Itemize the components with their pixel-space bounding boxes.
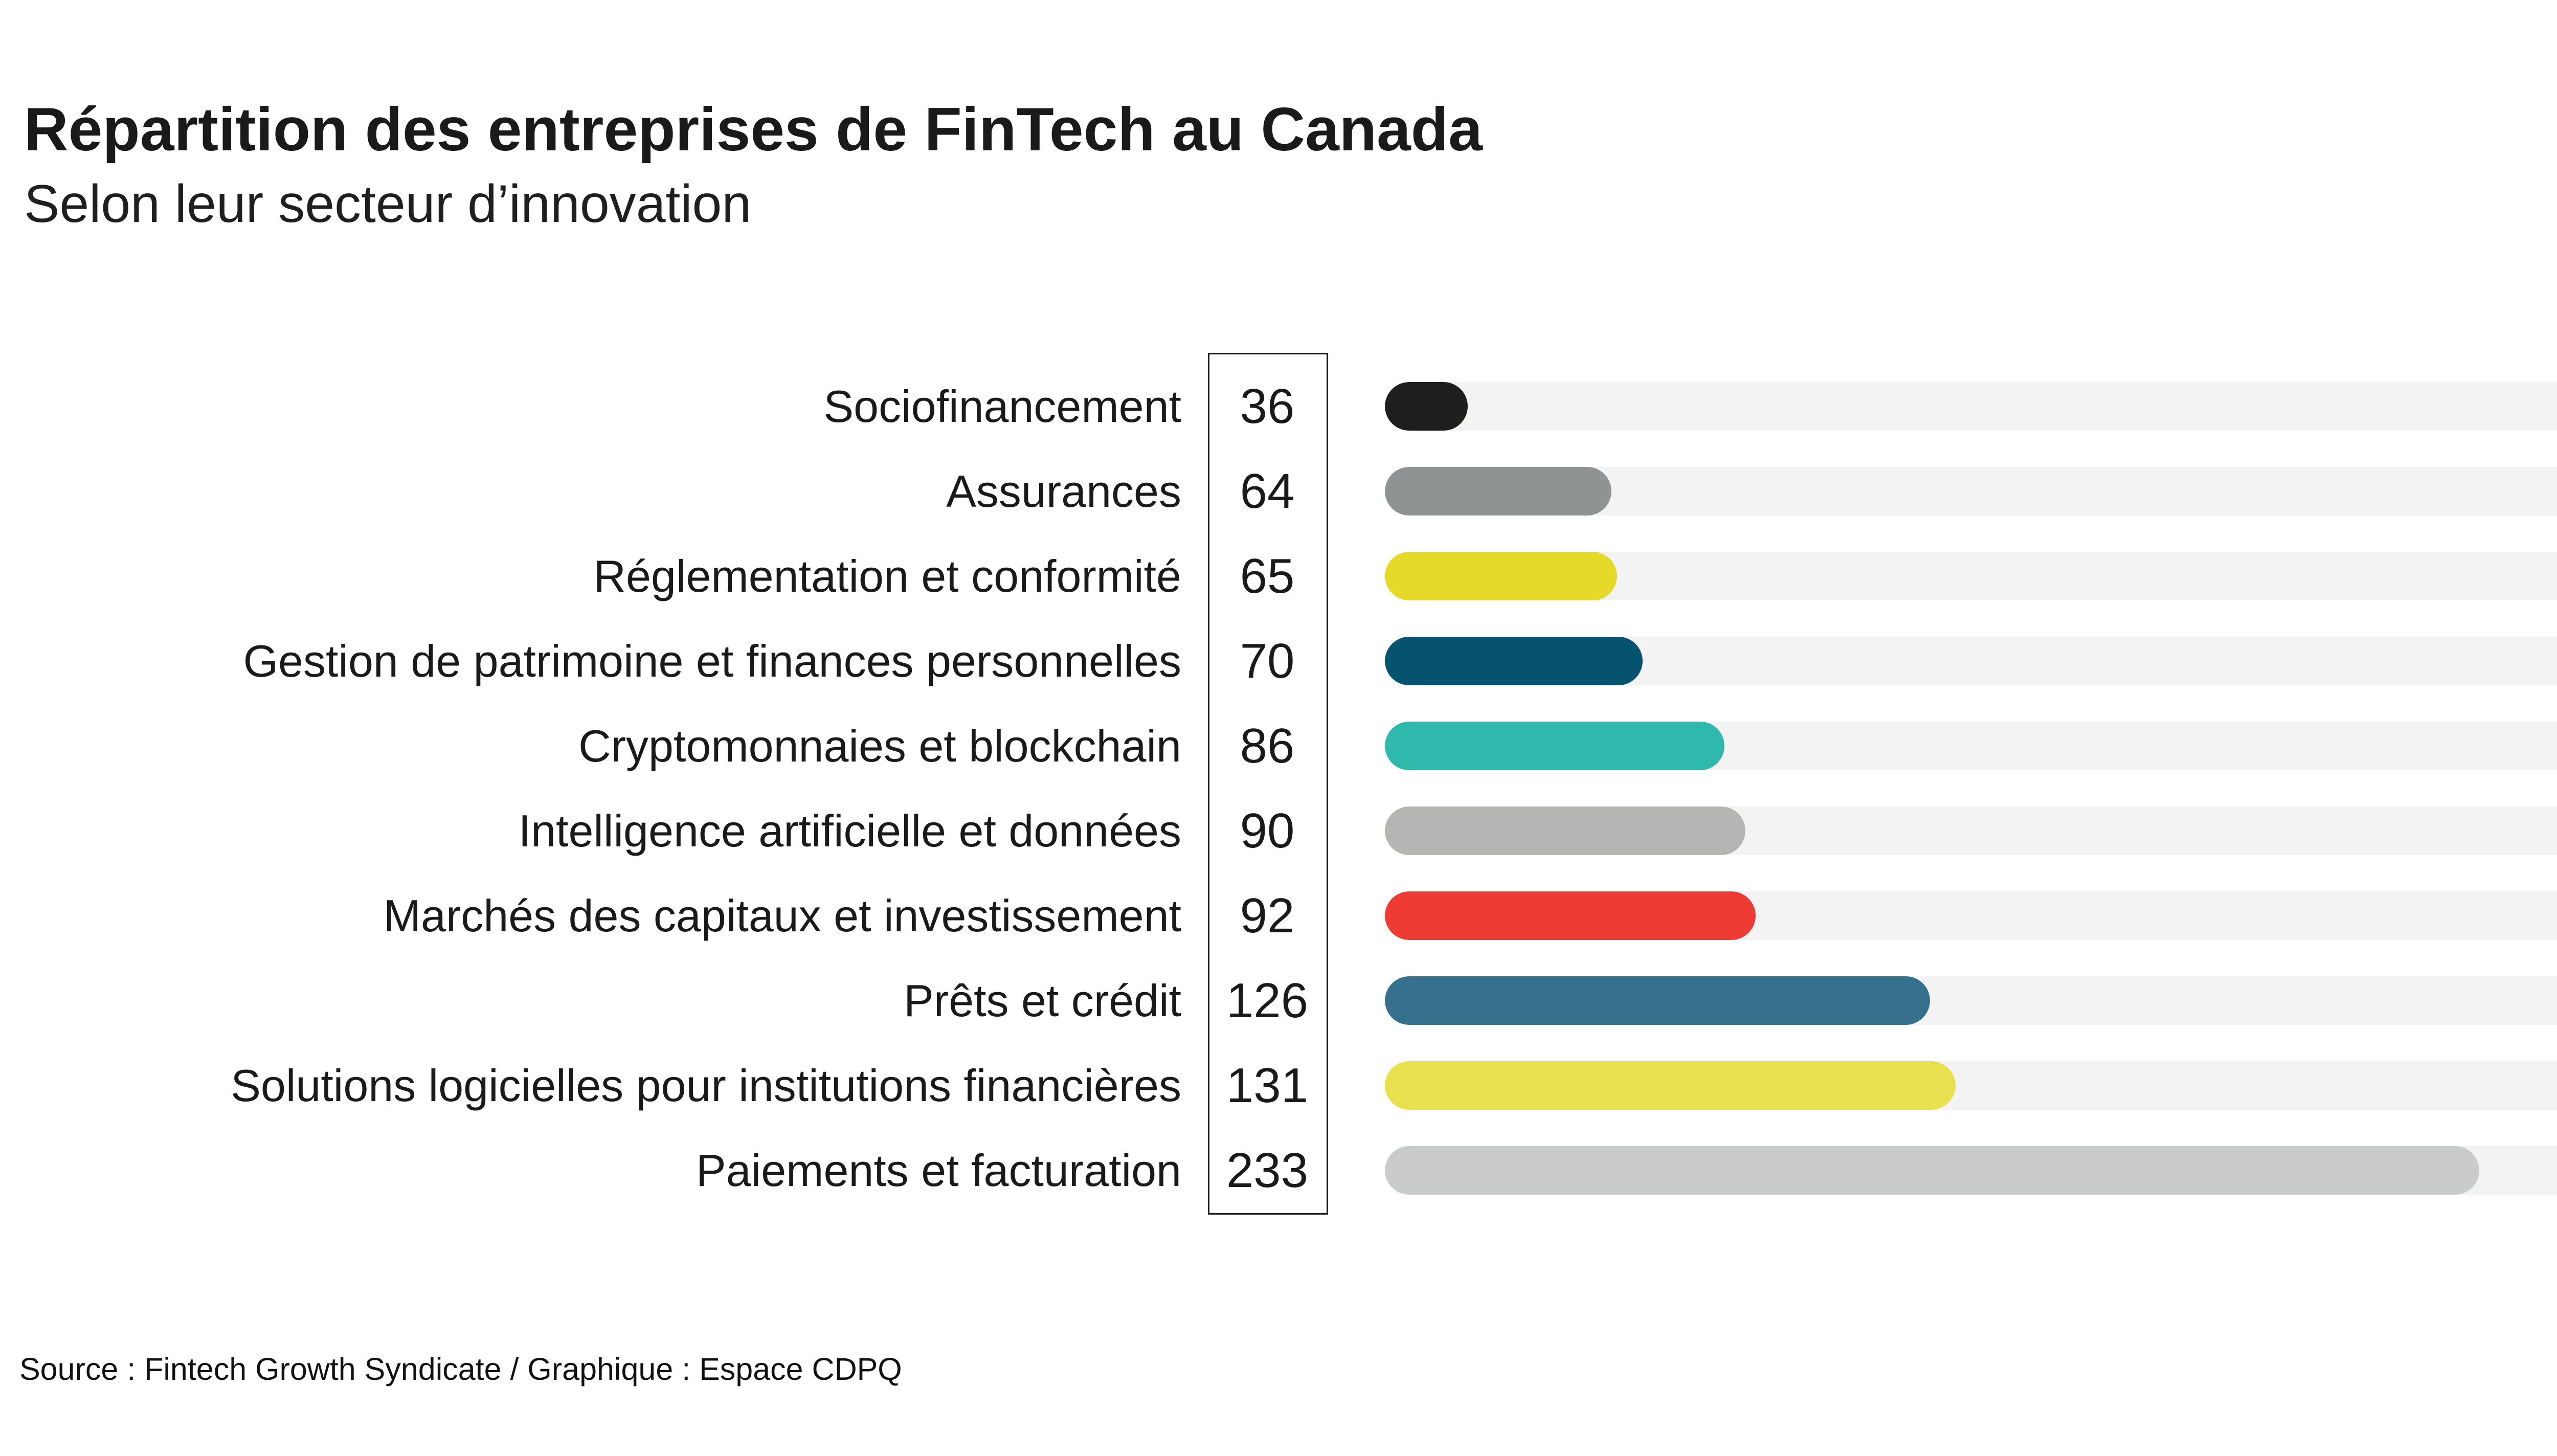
chart-row: Cryptomonnaies et blockchain 86 bbox=[0, 704, 2557, 789]
value-label: 92 bbox=[1240, 888, 1295, 943]
chart-row: Solutions logicielles pour institutions … bbox=[0, 1043, 2557, 1128]
category-label: Réglementation et conformité bbox=[593, 551, 1182, 601]
bar-track bbox=[1385, 891, 2557, 940]
value-label: 90 bbox=[1240, 803, 1295, 858]
page-title: Répartition des entreprises de FinTech a… bbox=[24, 95, 1483, 164]
category-label: Solutions logicielles pour institutions … bbox=[231, 1060, 1181, 1111]
bar-track bbox=[1385, 552, 2557, 600]
bar-chart: Sociofinancement 36 Assurances 64 Réglem… bbox=[0, 364, 2557, 1213]
source-note: Source : Fintech Growth Syndicate / Grap… bbox=[19, 1352, 902, 1386]
chart-row: Sociofinancement 36 bbox=[0, 364, 2557, 449]
bar-fill bbox=[1385, 552, 1617, 600]
bar-fill bbox=[1385, 382, 1468, 431]
bar-track bbox=[1385, 467, 2557, 516]
category-label: Gestion de patrimoine et finances person… bbox=[243, 636, 1181, 686]
category-label: Intelligence artificielle et données bbox=[518, 805, 1181, 856]
value-label: 64 bbox=[1240, 464, 1295, 519]
category-label: Assurances bbox=[946, 466, 1181, 517]
chart-row: Réglementation et conformité 65 bbox=[0, 534, 2557, 619]
value-label: 233 bbox=[1226, 1143, 1309, 1198]
bar-track bbox=[1385, 807, 2557, 855]
bar-fill bbox=[1385, 807, 1745, 855]
category-label: Cryptomonnaies et blockchain bbox=[578, 721, 1181, 771]
bar-fill bbox=[1385, 976, 1931, 1025]
page-subtitle: Selon leur secteur d’innovation bbox=[24, 174, 752, 234]
bar-track bbox=[1385, 1061, 2557, 1110]
bar-fill bbox=[1385, 467, 1612, 516]
values-column-box bbox=[1208, 353, 1328, 1215]
bar-fill bbox=[1385, 891, 1756, 940]
bar-track bbox=[1385, 382, 2557, 431]
value-label: 36 bbox=[1240, 379, 1295, 434]
chart-row: Gestion de patrimoine et finances person… bbox=[0, 619, 2557, 704]
chart-row: Prêts et crédit 126 bbox=[0, 958, 2557, 1043]
chart-row: Assurances 64 bbox=[0, 449, 2557, 534]
category-label: Prêts et crédit bbox=[904, 975, 1181, 1026]
chart-row: Marchés des capitaux et investissement 9… bbox=[0, 873, 2557, 958]
chart-row: Paiements et facturation 233 bbox=[0, 1128, 2557, 1213]
bar-fill bbox=[1385, 1061, 1956, 1110]
bar-track bbox=[1385, 976, 2557, 1025]
bar-track bbox=[1385, 1146, 2557, 1195]
value-label: 86 bbox=[1240, 719, 1295, 773]
value-label: 65 bbox=[1240, 549, 1295, 603]
chart-row: Intelligence artificielle et données 90 bbox=[0, 789, 2557, 873]
bar-fill bbox=[1385, 1146, 2480, 1195]
value-label: 70 bbox=[1240, 634, 1295, 688]
category-label: Marchés des capitaux et investissement bbox=[383, 890, 1181, 941]
value-label: 131 bbox=[1226, 1058, 1309, 1113]
value-label: 126 bbox=[1226, 973, 1309, 1028]
bar-fill bbox=[1385, 637, 1643, 685]
chart-header: Répartition des entreprises de FinTech a… bbox=[24, 91, 1483, 240]
bar-fill bbox=[1385, 722, 1725, 770]
bar-track bbox=[1385, 637, 2557, 685]
category-label: Paiements et facturation bbox=[696, 1145, 1181, 1196]
bar-track bbox=[1385, 722, 2557, 770]
category-label: Sociofinancement bbox=[823, 381, 1181, 432]
